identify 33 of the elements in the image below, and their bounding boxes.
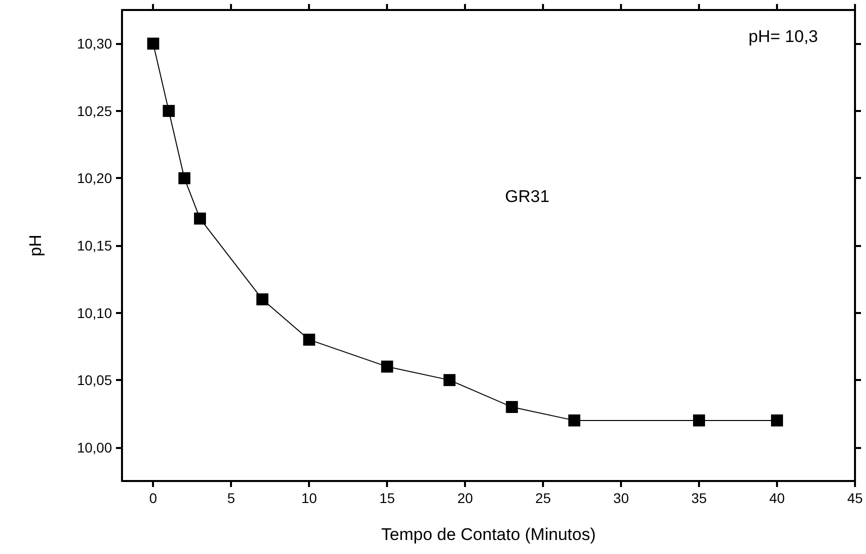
y-tick-label: 10,20 xyxy=(76,170,112,186)
y-tick-label: 10,15 xyxy=(76,238,112,254)
point xyxy=(693,414,706,426)
point xyxy=(568,414,580,426)
x-tick-label: 10 xyxy=(301,490,318,506)
point xyxy=(194,212,206,225)
point xyxy=(771,414,784,426)
y-tick-label: 10,00 xyxy=(76,439,112,456)
point xyxy=(506,400,518,413)
x-tick-label: 20 xyxy=(457,490,474,506)
point xyxy=(147,38,160,50)
point xyxy=(303,334,316,346)
x-axis-title: Tempo de Contato (Minutos) xyxy=(381,525,596,544)
y-tick-label: 10,25 xyxy=(76,102,112,119)
x-tick-label: 45 xyxy=(847,490,863,506)
x-tick-label: 25 xyxy=(535,490,552,506)
x-tick-label: 5 xyxy=(227,490,236,506)
point xyxy=(256,293,268,306)
x-tick-label: 30 xyxy=(613,490,630,506)
x-tick-label: 15 xyxy=(379,490,396,506)
annotation: GR31 xyxy=(505,187,550,206)
annotation: pH= 10,3 xyxy=(748,27,818,46)
y-tick-label: 10,05 xyxy=(76,372,112,388)
point xyxy=(444,374,456,386)
point xyxy=(162,104,175,117)
y-tick-label: 10,30 xyxy=(76,36,112,52)
point xyxy=(178,172,190,184)
y-tick-label: 10,10 xyxy=(76,304,112,321)
x-tick-label: 0 xyxy=(149,490,158,506)
x-tick-label: 35 xyxy=(691,490,708,506)
y-axis-title: pH xyxy=(26,234,45,256)
x-tick-label: 40 xyxy=(769,490,786,506)
point xyxy=(381,360,394,373)
